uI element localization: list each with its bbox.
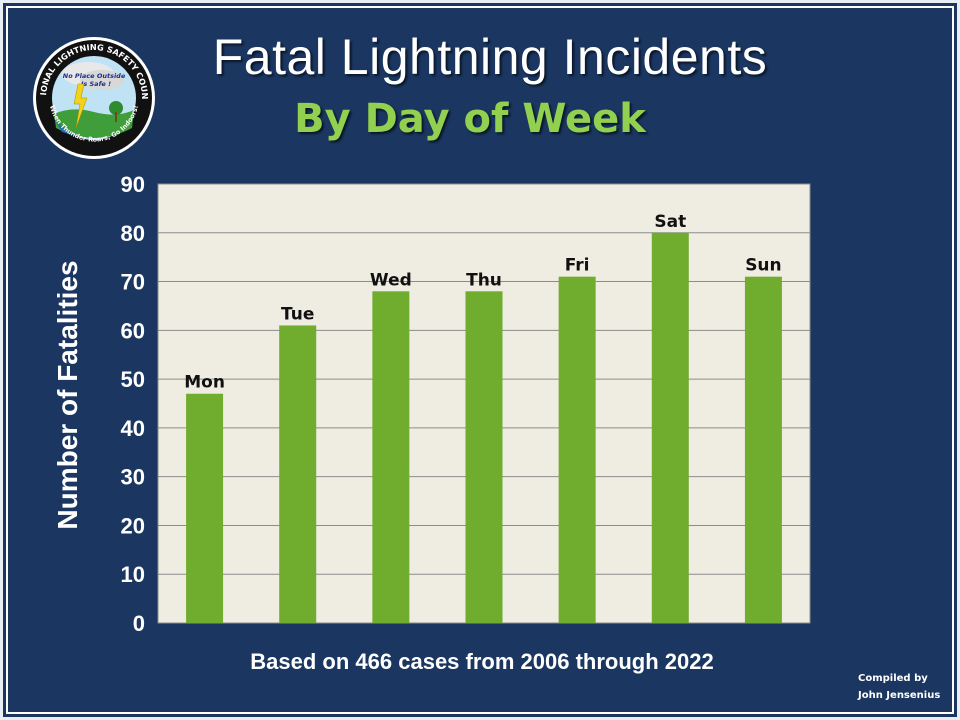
bar-sun	[744, 276, 782, 623]
footnote: Based on 466 cases from 2006 through 202…	[0, 649, 960, 675]
y-tick-label: 20	[121, 513, 145, 538]
nlsc-logo: No Place Outside Is Safe ! NATIONAL LIGH…	[32, 36, 155, 159]
bars	[186, 232, 782, 623]
bar-label-sat: Sat	[654, 212, 686, 232]
chart-title: Fatal Lightning Incidents	[212, 29, 768, 85]
y-tick-label: 70	[121, 270, 145, 295]
bar-label-wed: Wed	[370, 270, 412, 290]
bar-thu	[465, 291, 503, 623]
credit-line2: John Jensenius	[858, 690, 941, 701]
bar-label-tue: Tue	[281, 304, 314, 324]
bar-tue	[279, 325, 317, 623]
credit: Compiled by John Jensenius	[858, 670, 958, 704]
bar-sat	[651, 232, 689, 623]
logo-cloud-line2: Is Safe !	[81, 80, 111, 88]
bar-mon	[186, 393, 224, 623]
y-tick-label: 60	[121, 318, 145, 343]
lightning-bolt-icon	[73, 83, 88, 129]
y-tick-labels: 0 10 20 30 40 50 60 70 80 90	[121, 172, 145, 636]
y-tick-label: 80	[121, 221, 145, 246]
bar-label-thu: Thu	[466, 270, 502, 290]
logo-cloud-line1: No Place Outside	[63, 72, 126, 80]
y-tick-label: 10	[121, 562, 145, 587]
chart-subtitle: By Day of Week	[294, 96, 646, 142]
y-tick-label: 0	[133, 611, 145, 636]
y-tick-label: 90	[121, 172, 145, 197]
bar-fri	[558, 276, 596, 623]
bar-label-fri: Fri	[565, 256, 590, 276]
bar-wed	[372, 291, 410, 623]
bar-label-sun: Sun	[745, 256, 781, 276]
bar-label-mon: Mon	[184, 373, 225, 393]
bar-labels: Mon Tue Wed Thu Fri Sat Sun	[184, 212, 781, 393]
y-tick-label: 40	[121, 416, 145, 441]
credit-line1: Compiled by	[858, 673, 928, 684]
y-tick-label: 50	[121, 367, 145, 392]
footnote-text: Based on 466 cases from 2006 through 202…	[250, 649, 714, 674]
y-tick-label: 30	[121, 465, 145, 490]
